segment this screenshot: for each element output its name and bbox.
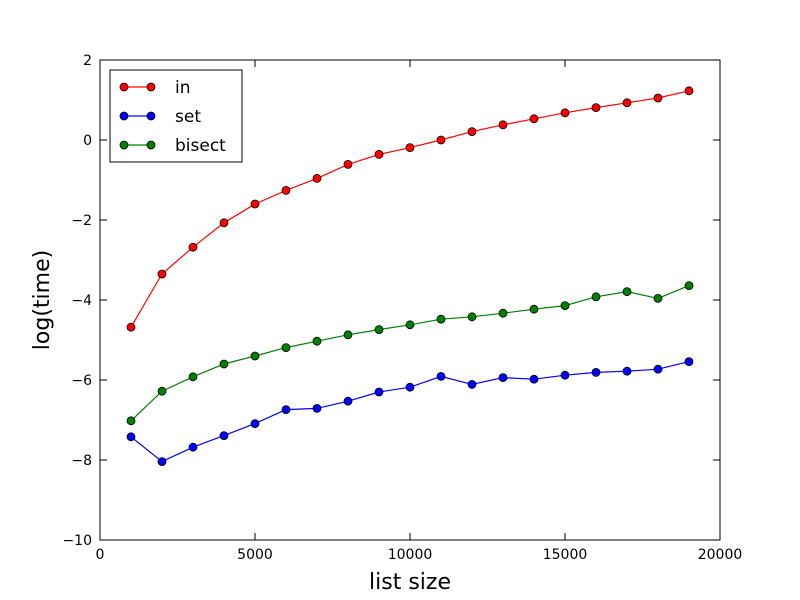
data-point-in [188,242,198,252]
y-tick-label: −4 [71,293,92,309]
data-point-bisect [126,416,136,426]
x-axis-label: list size [369,570,451,595]
x-tick-label: 20000 [698,547,743,563]
data-point-in [126,322,136,332]
data-point-in [591,103,601,112]
data-point-in [374,149,384,159]
y-tick-label: 0 [83,133,92,149]
data-point-bisect [529,304,539,314]
data-point-in [157,269,167,279]
x-tick-label: 5000 [237,547,273,563]
data-point-set [653,364,663,374]
data-point-bisect [343,330,353,340]
data-point-in [684,86,694,96]
data-point-in [560,108,570,118]
y-tick-label: −2 [71,213,92,229]
x-tick-label: 15000 [543,547,588,563]
data-point-bisect [436,314,446,324]
data-point-set [157,457,167,467]
data-point-in [405,143,415,153]
data-point-set [219,431,229,441]
x-tick-label: 10000 [388,547,433,563]
legend-label-in: in [175,78,191,98]
data-point-bisect [219,359,229,369]
data-point-bisect [405,320,415,330]
legend-marker-set [119,111,129,121]
data-point-in [529,114,539,124]
data-point-bisect [374,325,384,335]
data-point-set [529,374,539,384]
legend-marker-set [146,111,156,121]
axis-ticks: 0 5000 10000 15000 20000 −10 −8 −6 −4 −2 0 2 [62,53,742,563]
data-point-bisect [560,301,570,311]
data-point-set [622,366,632,376]
data-point-bisect [157,386,167,396]
data-point-in [653,93,663,103]
y-tick-label: 2 [83,53,92,69]
data-point-set [684,357,694,367]
legend-marker-in [119,82,129,92]
data-point-set [312,403,322,413]
y-tick-label: −6 [71,373,92,389]
series-line-set [130,361,690,463]
data-point-bisect [622,287,632,297]
x-tick-label: 0 [96,547,105,563]
legend-marker-bisect [146,140,156,150]
data-point-set [374,387,384,397]
data-point-set [250,419,260,429]
data-point-set [498,373,508,383]
data-point-set [281,405,291,415]
data-point-set [188,442,198,452]
data-point-bisect [188,372,198,382]
legend: in set bisect [109,69,243,163]
data-point-in [343,159,353,169]
data-point-bisect [281,343,291,353]
y-axis-label: log(time) [30,250,55,350]
legend-label-bisect: bisect [175,136,226,156]
y-tick-label: −8 [71,453,92,469]
data-point-in [281,185,291,195]
legend-marker-in [146,82,156,92]
data-point-in [250,199,260,209]
data-point-bisect [591,292,601,302]
data-point-set [126,432,136,442]
data-point-set [591,367,601,377]
data-point-in [436,135,446,145]
data-point-in [312,173,322,183]
data-point-in [622,98,632,108]
data-point-set [405,382,415,392]
data-point-bisect [467,312,477,322]
data-point-bisect [684,281,694,291]
y-tick-label: −10 [62,533,92,549]
data-point-set [467,379,477,389]
data-point-bisect [653,293,663,303]
data-point-bisect [312,336,322,346]
data-point-set [436,371,446,381]
legend-label-set: set [175,107,201,127]
data-point-in [219,218,229,228]
legend-marker-bisect [119,140,129,150]
data-point-in [467,127,477,137]
data-point-set [343,396,353,406]
plot-area [126,86,694,467]
data-point-in [498,120,508,130]
data-point-bisect [498,308,508,318]
data-point-bisect [250,351,260,361]
series-line-bisect [130,285,690,422]
data-point-set [560,370,570,380]
